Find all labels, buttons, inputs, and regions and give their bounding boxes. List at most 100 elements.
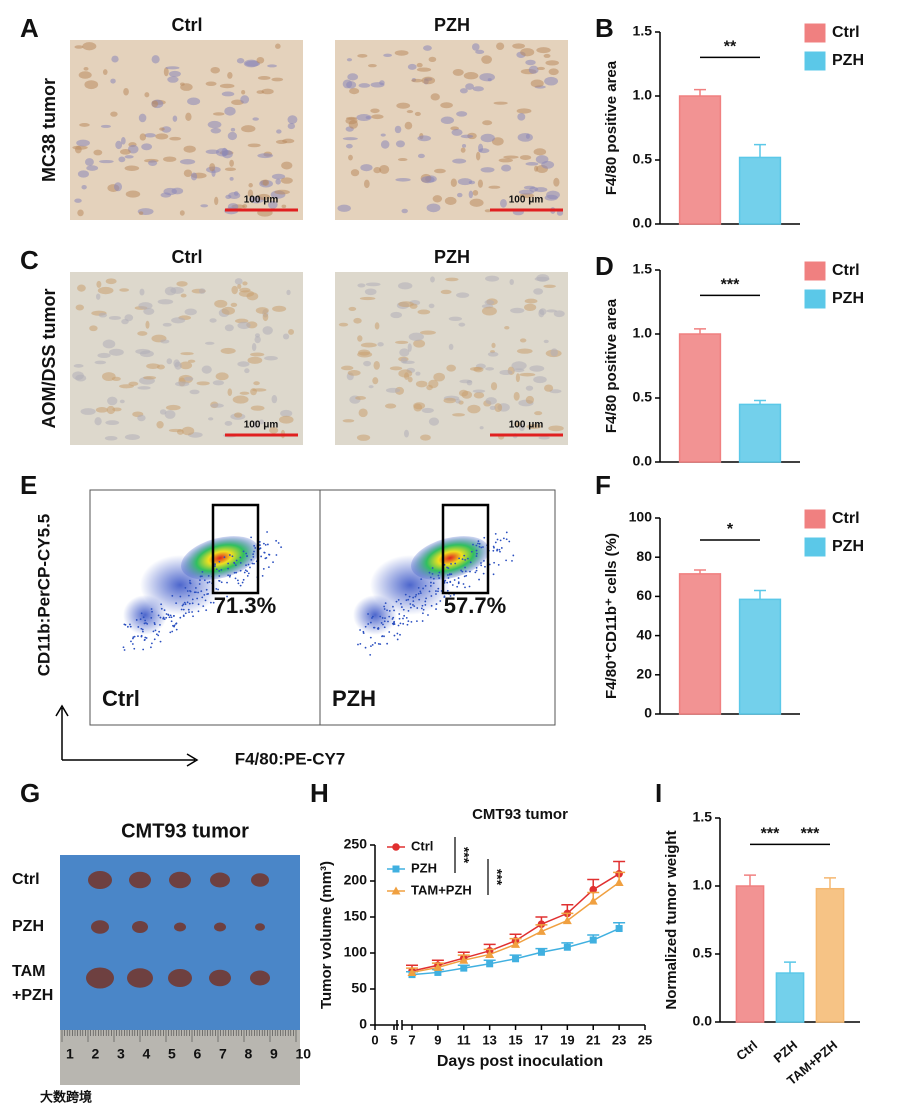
flow-event [242,578,245,581]
flow-event [244,569,247,572]
tissue-blob [513,391,520,401]
flow-event [191,611,194,613]
flow-event [163,609,166,612]
flow-event [382,623,384,626]
tissue-blob [176,281,188,287]
tissue-blob [123,87,129,96]
panel-label: E [20,470,37,500]
flow-event [250,536,253,539]
flow-event [218,570,221,572]
tissue-blob [380,140,390,149]
tissue-blob [526,424,542,429]
bar [678,95,722,225]
tumor [174,922,186,932]
tissue-blob [379,80,385,86]
flow-event [439,600,442,602]
tissue-blob [253,381,260,386]
flow-event [173,624,176,627]
flow-event [461,558,464,561]
flow-event [175,623,177,625]
flow-event [369,653,372,656]
tissue-blob [124,165,140,171]
flow-event [165,613,168,615]
flow-event [215,568,218,571]
tissue-blob [485,397,497,405]
tissue-blob [415,380,428,388]
flow-event [139,618,142,621]
flow-event [421,620,424,622]
flow-event [199,579,201,582]
flow-event [371,617,373,619]
flow-event [396,632,399,635]
tissue-blob [407,63,417,70]
flow-event [153,622,156,624]
flow-event [475,552,478,555]
y-tick-label: 1.0 [693,877,713,893]
flow-event [146,622,149,625]
flow-event [261,574,264,577]
tissue-blob [94,360,107,365]
flow-event [280,546,283,549]
flow-event [142,616,145,619]
flow-event [239,569,242,572]
tissue-blob [205,81,217,87]
panel-label: D [595,251,614,281]
flow-event [201,575,203,578]
flow-event [133,647,136,650]
tissue-blob [450,178,457,187]
tissue-blob [224,106,236,116]
flow-event [374,642,377,644]
tissue-blob [475,49,485,55]
tissue-blob [232,395,249,404]
tissue-blob [421,407,434,413]
tissue-blob [77,209,84,217]
flow-event [480,562,482,564]
flow-event [140,612,143,615]
tissue-blob [124,434,140,441]
tissue-blob [489,405,496,410]
flow-event [498,548,501,551]
tumor [86,967,114,989]
flow-event [388,615,391,618]
tissue-blob [426,203,441,213]
tissue-blob [167,76,179,83]
tissue-blob [510,307,525,314]
tissue-blob [525,395,534,404]
tissue-blob [145,320,150,329]
tissue-blob [536,47,551,54]
flow-event [182,603,185,606]
tissue-blob [472,389,486,393]
y-tick-label: 150 [344,908,368,924]
y-tick-label: 1.5 [633,261,653,277]
flow-event [444,579,447,582]
tissue-blob [440,102,453,109]
flow-event [435,608,437,610]
flow-event [206,593,208,595]
tissue-blob [404,121,413,130]
flow-event [241,581,244,584]
flow-event [214,565,216,567]
flow-event [425,597,427,600]
flow-event [193,591,196,594]
flow-event [421,604,424,607]
x-tick-label: 11 [457,1032,471,1047]
flow-event [227,562,230,565]
watermark: 大数跨境 [40,1089,92,1104]
y-tick-label: 60 [636,587,652,603]
flow-event [150,608,153,610]
tissue-blob [221,306,236,315]
flow-event [123,623,126,626]
tissue-blob [95,293,101,300]
error-bar [754,399,766,405]
tissue-blob [139,288,145,296]
tissue-blob [349,87,360,95]
tissue-blob [539,308,547,315]
flow-event [140,635,143,638]
flow-event [142,630,144,633]
flow-event [406,623,409,626]
legend-marker [392,843,400,851]
flow-event [422,608,425,611]
tissue-blob [524,303,537,312]
flow-event [184,603,187,606]
tissue-blob [137,414,146,422]
